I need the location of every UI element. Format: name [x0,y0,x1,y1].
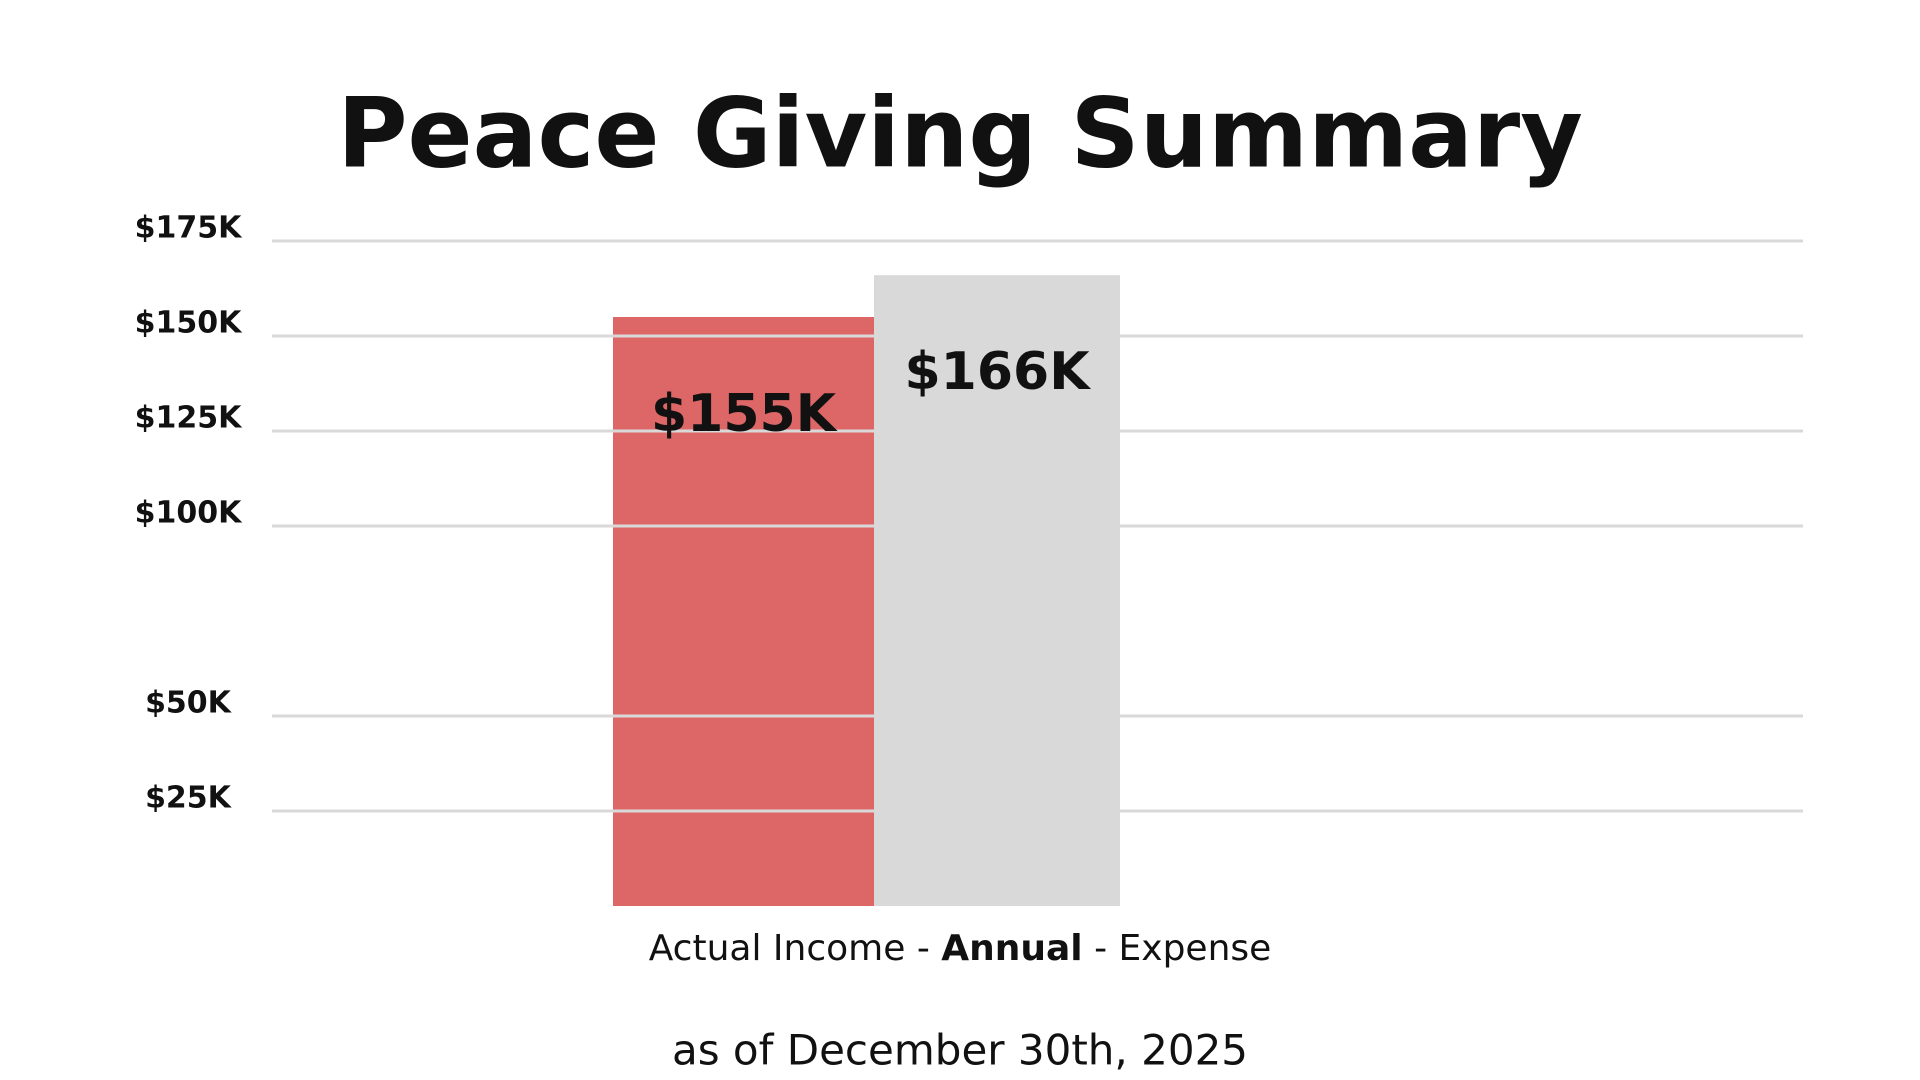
y-tick-label: $175K [135,211,243,246]
y-tick-label: $125K [135,401,243,436]
bar [874,275,1120,906]
bar [613,317,874,906]
value-label: $155K [651,384,838,444]
x-label-part: Annual [941,928,1082,969]
value-label: $166K [904,342,1091,402]
y-tick-label: $25K [145,781,233,816]
chart-title: Peace Giving Summary [337,77,1583,189]
x-label-part: - Expense [1083,928,1272,969]
footnote: as of December 30th, 2025 [672,1026,1248,1075]
y-tick-label: $100K [135,496,243,531]
x-axis-label: Actual Income - Annual - Expense [649,928,1272,969]
y-tick-label: $50K [145,686,233,721]
bars [613,317,874,906]
y-tick-label: $150K [135,306,243,341]
x-label-part: Actual Income - [649,928,942,969]
